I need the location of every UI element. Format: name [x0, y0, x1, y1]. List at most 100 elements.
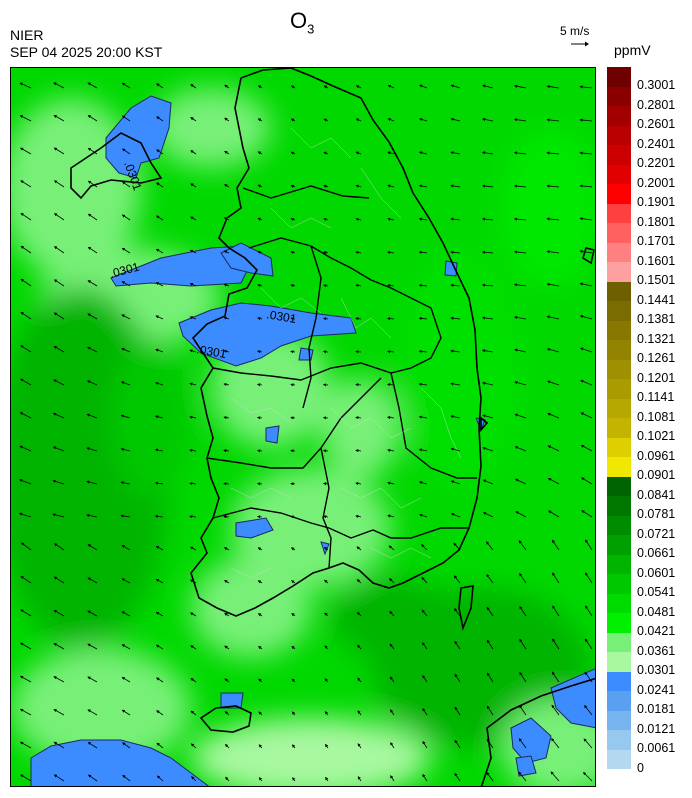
wind-arrow [390, 775, 395, 782]
wind-arrow [421, 544, 428, 551]
wind-arrow [546, 380, 560, 386]
wind-arrow [421, 609, 428, 617]
colorbar-label: 0.1801 [637, 214, 676, 229]
district-boundaries [230, 127, 462, 579]
wind-arrow [357, 644, 362, 650]
wind-arrow [579, 184, 593, 188]
colorbar-swatch [607, 281, 631, 301]
wind-arrow [355, 481, 362, 486]
wind-arrow [388, 545, 395, 551]
province-boundaries [206, 185, 477, 569]
wind-arrow [387, 217, 395, 221]
wind-arrow [481, 316, 494, 320]
wind-arrow [19, 479, 32, 485]
wind-arrow [579, 282, 593, 287]
wind-arrow [323, 118, 329, 122]
wind-arrow [583, 738, 593, 749]
colorbar-label: 0.3001 [637, 78, 676, 92]
wind-arrow [450, 349, 461, 353]
wind-arrow [481, 217, 494, 221]
ozone-map[interactable]: .0301 .0301 .0301 .0301 [10, 67, 596, 787]
wind-arrow [454, 772, 461, 782]
colorbar-label: 0.1501 [637, 273, 676, 287]
wind-arrow [485, 541, 494, 551]
wind-arrow [258, 678, 263, 683]
wind-arrow [224, 711, 230, 716]
colorbar-label: 0.0421 [637, 624, 676, 638]
wind-arrow [418, 415, 428, 419]
wind-arrow [481, 283, 494, 287]
wind-arrow [580, 379, 593, 386]
wind-arrow [481, 349, 494, 353]
wind-arrow [224, 743, 230, 749]
wind-arrow [357, 776, 362, 782]
wind-arrow [514, 84, 527, 89]
wind-arrow [87, 280, 98, 287]
wind-arrow [258, 744, 263, 749]
colorbar-label: 0.0181 [637, 702, 676, 716]
wind-arrow [552, 605, 560, 617]
wind-arrow [453, 575, 461, 584]
colorbar-label: 0.0661 [637, 546, 676, 560]
wind-arrow [519, 638, 527, 650]
wind-arrow [224, 678, 230, 683]
colorbar-swatch [607, 359, 631, 379]
wind-arrow [323, 515, 329, 519]
wind-arrow [53, 741, 65, 749]
wind-arrow [551, 704, 560, 716]
wind-arrow [514, 348, 527, 353]
wind-arrow [224, 184, 230, 188]
title-subscript: 3 [307, 21, 315, 37]
wind-arrow [323, 217, 329, 221]
wind-arrow [87, 643, 98, 650]
wind-arrow [324, 612, 329, 617]
wind-arrow [546, 217, 560, 221]
wind-arrow [482, 84, 494, 89]
wind-arrow [355, 383, 362, 387]
wind-arrow [355, 416, 362, 420]
wind-arrow [189, 382, 197, 386]
wind-arrow [389, 676, 395, 683]
wind-arrow [291, 711, 296, 716]
wind-arrow [121, 611, 131, 617]
wind-arrow [87, 346, 98, 353]
wind-arrow [357, 677, 362, 683]
colorbar-label: 0.1081 [637, 409, 676, 424]
wind-arrow [482, 117, 494, 122]
wind-arrow [486, 738, 494, 749]
wind-arrow [291, 645, 296, 650]
wind-arrow [155, 248, 164, 254]
wind-arrow [257, 416, 263, 420]
wind-arrow [323, 85, 329, 89]
contour-label: .0301 [265, 307, 297, 326]
wind-arrow [53, 379, 65, 386]
wind-arrow [223, 482, 230, 486]
wind-arrow [257, 217, 263, 221]
wind-arrow [120, 514, 131, 518]
wind-arrow [450, 447, 461, 452]
wind-arrow [356, 579, 362, 584]
wind-arrow [454, 673, 461, 683]
wind-arrow [323, 547, 329, 551]
wind-arrow [418, 151, 428, 155]
colorbar-swatch [607, 67, 631, 87]
wind-arrow [546, 347, 560, 353]
wind-arrow [156, 710, 164, 716]
colorbar-label: 0 [637, 760, 644, 775]
colorbar-swatch [607, 613, 631, 633]
wind-arrow [225, 776, 230, 782]
wind-arrow [53, 610, 65, 617]
wind-arrow [387, 514, 395, 518]
wind-arrow [258, 711, 263, 716]
wind-arrow [257, 283, 263, 288]
wind-arrow [87, 741, 98, 749]
wind-arrow [389, 578, 395, 584]
colorbar-swatch [607, 710, 631, 730]
wind-arrow [120, 414, 131, 419]
wind-arrow [189, 515, 197, 519]
wind-arrow [53, 147, 65, 155]
colorbar-swatch [607, 301, 631, 321]
wind-arrow [190, 216, 197, 221]
wind-arrow [291, 744, 296, 749]
wind-arrow [355, 217, 362, 221]
